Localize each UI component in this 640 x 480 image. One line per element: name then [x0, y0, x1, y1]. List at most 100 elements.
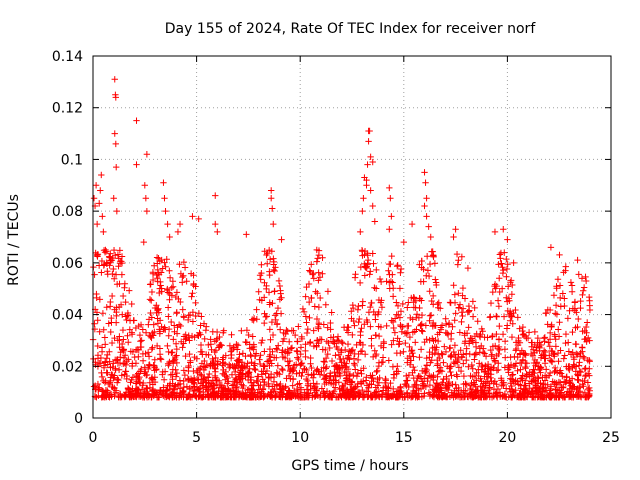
data-point	[509, 371, 517, 378]
data-point-peak	[562, 267, 569, 274]
data-point	[534, 339, 541, 347]
y-tick-label: 0.1	[61, 152, 83, 168]
data-point	[280, 335, 288, 343]
data-point	[270, 261, 277, 268]
data-point	[115, 366, 123, 373]
data-point	[545, 339, 552, 346]
data-point	[499, 330, 507, 338]
data-point	[575, 315, 582, 323]
data-point	[566, 380, 573, 387]
data-point	[181, 264, 189, 271]
data-point	[451, 341, 459, 349]
data-point	[357, 367, 365, 374]
data-point	[187, 359, 194, 366]
data-point	[475, 372, 482, 380]
data-point	[289, 382, 296, 389]
data-point	[128, 300, 135, 308]
data-point	[501, 338, 509, 345]
data-point	[261, 363, 268, 370]
data-point	[275, 342, 282, 349]
data-point	[387, 278, 395, 285]
data-point	[332, 352, 339, 359]
data-point	[232, 384, 239, 391]
data-point	[476, 333, 484, 341]
data-point	[377, 323, 385, 331]
data-point	[122, 368, 130, 375]
x-tick-labels: 0 5 10 15 20 25	[89, 430, 620, 446]
data-point	[414, 374, 421, 382]
data-point	[198, 372, 205, 379]
data-point	[478, 325, 485, 333]
data-point	[261, 319, 268, 327]
data-point	[469, 365, 476, 373]
data-point	[429, 344, 436, 352]
data-point	[468, 389, 475, 396]
data-point	[132, 380, 140, 387]
data-point	[497, 255, 504, 262]
data-point	[517, 375, 525, 382]
data-point	[162, 391, 169, 398]
data-point	[298, 333, 305, 341]
data-point	[569, 328, 576, 336]
data-point	[216, 333, 223, 341]
data-point-peak	[422, 179, 429, 186]
data-point	[303, 319, 310, 326]
plot-frame	[92, 55, 612, 419]
data-point	[136, 331, 144, 339]
data-point	[166, 274, 174, 281]
data-point	[353, 383, 361, 390]
data-point	[132, 393, 140, 400]
data-point	[269, 331, 277, 339]
data-point	[209, 360, 216, 367]
data-point	[144, 349, 152, 356]
data-point	[209, 385, 216, 393]
data-point	[459, 284, 467, 292]
data-point	[204, 374, 212, 381]
data-point	[135, 353, 142, 360]
data-point	[346, 370, 354, 378]
data-point	[116, 333, 123, 340]
data-point-peak	[360, 195, 367, 202]
data-point	[393, 349, 401, 357]
data-point	[514, 341, 522, 349]
data-point	[409, 389, 416, 397]
data-point	[98, 269, 105, 276]
data-point	[539, 393, 546, 401]
data-point	[569, 349, 576, 356]
data-point	[120, 346, 127, 354]
data-point	[312, 288, 319, 295]
data-point	[138, 337, 145, 344]
data-point	[373, 266, 380, 274]
data-point	[115, 376, 122, 384]
data-point	[229, 362, 236, 370]
data-point-peak	[491, 228, 499, 236]
data-point	[552, 310, 559, 317]
data-point	[235, 373, 243, 380]
data-point	[504, 298, 511, 305]
data-point	[265, 383, 273, 390]
data-point	[173, 330, 181, 337]
data-point	[514, 378, 521, 385]
data-point	[489, 332, 496, 340]
data-point	[430, 253, 437, 261]
data-point	[195, 332, 202, 339]
data-point	[516, 390, 524, 397]
data-point	[273, 346, 281, 353]
data-point	[251, 365, 258, 373]
data-point	[185, 312, 192, 319]
data-point	[263, 285, 270, 293]
data-point	[399, 300, 406, 308]
data-point	[363, 388, 370, 395]
data-point	[255, 288, 262, 295]
data-point	[101, 392, 109, 399]
data-point	[512, 345, 520, 353]
data-point	[339, 340, 346, 347]
data-point	[586, 384, 593, 392]
data-point	[547, 383, 555, 390]
data-point-peak	[371, 218, 378, 225]
data-point-peak	[96, 200, 103, 207]
data-point	[434, 360, 441, 368]
data-point	[327, 334, 335, 341]
data-point	[221, 371, 228, 379]
data-point	[169, 283, 177, 290]
